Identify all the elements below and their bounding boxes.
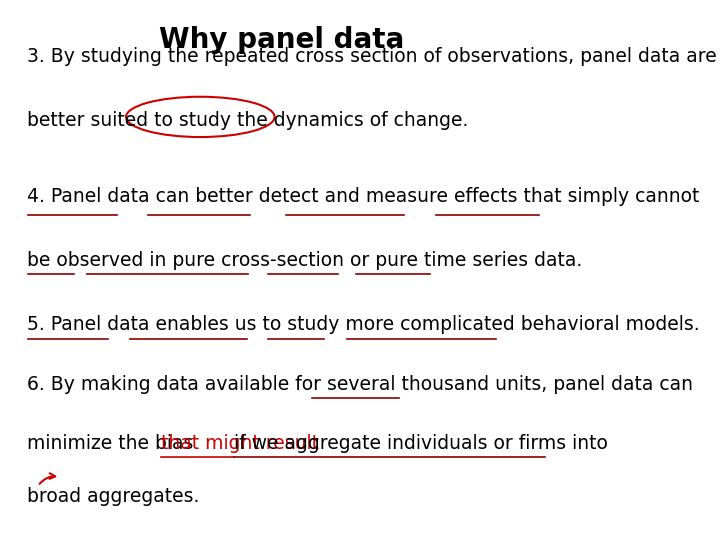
- Text: 6. By making data available for several thousand units, panel data can: 6. By making data available for several …: [27, 375, 693, 394]
- Text: broad aggregates.: broad aggregates.: [27, 488, 199, 507]
- Text: better suited to study the dynamics of change.: better suited to study the dynamics of c…: [27, 111, 468, 130]
- Text: Why panel data: Why panel data: [159, 25, 404, 53]
- Text: 5. Panel data enables us to study more complicated behavioral models.: 5. Panel data enables us to study more c…: [27, 315, 699, 334]
- Text: minimize the bias: minimize the bias: [27, 434, 199, 453]
- Text: 4. Panel data can better detect and measure effects that simply cannot: 4. Panel data can better detect and meas…: [27, 186, 699, 206]
- Text: be observed in pure cross-section or pure time series data.: be observed in pure cross-section or pur…: [27, 251, 582, 270]
- Text: 3. By studying the repeated cross section of observations, panel data are: 3. By studying the repeated cross sectio…: [27, 47, 716, 66]
- Text: that might result: that might result: [161, 434, 325, 453]
- Text: if we aggregate individuals or firms into: if we aggregate individuals or firms int…: [234, 434, 608, 453]
